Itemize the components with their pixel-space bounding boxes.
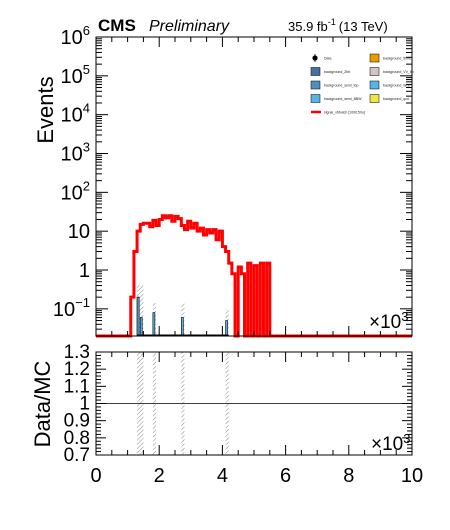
- y-tick-label-base: 10: [53, 299, 75, 321]
- legend-swatch-3: [369, 67, 380, 76]
- lumi-value: 35.9 fb: [288, 19, 328, 34]
- background-bar-1-3: [181, 317, 184, 337]
- legend-swatch-4: [310, 80, 321, 90]
- legend-swatch-2: [310, 67, 321, 76]
- legend-swatch-1: [369, 53, 380, 63]
- ratio-y-tick-label: 1: [79, 394, 90, 415]
- y-tick-label-base: 10: [61, 144, 83, 166]
- legend-label-5: background_Wbb: [383, 83, 410, 87]
- y-tick-label-base: 10: [61, 182, 83, 204]
- ratio-x-tick-label: 2: [154, 465, 165, 487]
- legend-label-4: background_semi_top: [324, 83, 358, 87]
- lumi-exponent: -1: [328, 17, 336, 27]
- ratio-x-tick-label: 8: [343, 465, 354, 487]
- legend-label-6: background_semi_BBW: [324, 97, 362, 101]
- legend-label-0: Data: [324, 56, 331, 60]
- y-tick-label: 106: [61, 23, 90, 49]
- x-multiplier-ratio-exp: 3: [403, 431, 410, 446]
- ratio-x-tick-label: 0: [90, 465, 101, 487]
- legend-label-7: background_qcd: [383, 97, 409, 101]
- y-tick-label: 10−1: [53, 295, 90, 321]
- y-tick-label: 10: [68, 221, 90, 243]
- ratio-y-tick-label: 1.1: [64, 376, 90, 397]
- legend-label-2: background_Zbb: [324, 70, 350, 74]
- y-tick-label-base: 10: [61, 66, 83, 88]
- ratio-x-tick-label: 6: [280, 465, 291, 487]
- x-multiplier-main-base: ×10: [369, 312, 401, 333]
- legend-swatch-5: [369, 80, 380, 90]
- ratio-x-tick-label: 4: [217, 465, 228, 487]
- y-tick-label-exponent: 5: [83, 62, 90, 77]
- y-tick-label: 102: [61, 178, 90, 204]
- x-multiplier-ratio-base: ×10: [371, 434, 403, 455]
- y-tick-label-exponent: −1: [75, 295, 90, 310]
- background-bar-1-4: [225, 320, 228, 337]
- y-tick-label: 104: [61, 101, 90, 127]
- ratio-y-tick-label: 0.7: [64, 445, 90, 466]
- legend-label-1: background_50ns: [383, 56, 411, 60]
- preliminary-label: Preliminary: [149, 18, 230, 35]
- ratio-y-tick-label: 0.8: [64, 428, 90, 449]
- y-axis-title-main: Events: [33, 76, 58, 143]
- lumi-energy: (13 TeV): [339, 19, 388, 34]
- legend-swatch-7: [369, 94, 380, 103]
- signal-histogram: [96, 214, 412, 338]
- x-multiplier-main: ×103: [369, 309, 408, 333]
- y-tick-label-exponent: 6: [83, 23, 90, 38]
- y-tick-label-exponent: 3: [83, 140, 90, 155]
- background-bar-1-0: [136, 296, 140, 337]
- y-axis-title-ratio: Data/MC: [30, 360, 55, 447]
- background-bar-1-2: [152, 312, 156, 337]
- y-tick-label-base: 10: [61, 105, 83, 127]
- y-tick-label: 1: [79, 260, 90, 282]
- ratio-y-tick-label: 1.2: [64, 359, 90, 380]
- x-multiplier-main-exp: 3: [401, 309, 408, 324]
- ratio-plot: 1.31.21.110.90.80.70 2 4 6 8 10: [64, 342, 424, 487]
- legend-swatch-6: [310, 94, 321, 103]
- legend-label-8: signal_xbbutch [1000,50u]: [324, 110, 365, 114]
- y-tick-label-exponent: 2: [83, 178, 90, 193]
- ratio-x-tick-label: 10: [401, 465, 423, 487]
- y-tick-label: 103: [61, 140, 90, 166]
- x-multiplier-ratio: ×103: [371, 431, 410, 455]
- cms-label: CMS: [98, 16, 136, 35]
- legend-label-3: background_VV_bb: [383, 70, 414, 74]
- y-tick-label-base: 10: [61, 27, 83, 49]
- y-tick-label-exponent: 4: [83, 101, 90, 116]
- ratio-y-tick-label: 1.3: [64, 342, 90, 363]
- ratio-y-tick-label: 0.9: [64, 411, 90, 432]
- uncertainty-band-0: [137, 285, 144, 336]
- background-bar-1-1: [139, 317, 143, 337]
- lumi-label: 35.9 fb-1 (13 TeV): [288, 17, 388, 34]
- y-tick-label: 105: [61, 62, 90, 88]
